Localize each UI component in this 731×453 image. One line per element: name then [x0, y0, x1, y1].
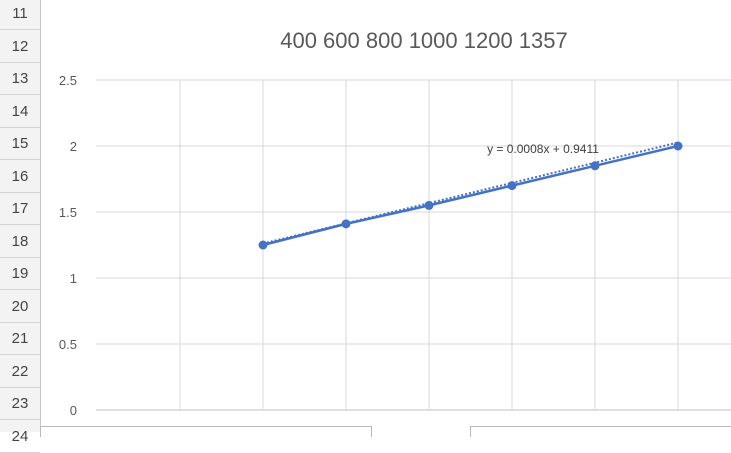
- series-line: [262, 144, 679, 247]
- row-header-22[interactable]: 22: [0, 356, 40, 388]
- gridlines: [96, 79, 731, 411]
- y-tick-label: 2.5: [59, 73, 77, 88]
- row-header-17[interactable]: 17: [0, 193, 40, 225]
- data-point: [673, 141, 683, 151]
- row-header-14[interactable]: 14: [0, 96, 40, 128]
- row-header-19[interactable]: 19: [0, 258, 40, 290]
- data-point: [507, 181, 517, 191]
- series-layer: [258, 141, 683, 250]
- row-header-24[interactable]: 24: [0, 421, 40, 453]
- row-header-23[interactable]: 23: [0, 388, 40, 420]
- data-point: [341, 219, 351, 229]
- row-header-18[interactable]: 18: [0, 226, 40, 258]
- row-header-20[interactable]: 20: [0, 291, 40, 323]
- row-header-column: 11 12 13 14 15 16 17 18 19 20 21 22 23 24: [0, 0, 41, 453]
- data-point: [424, 200, 434, 210]
- trendline: [262, 141, 679, 245]
- y-tick-label: 2: [70, 139, 77, 154]
- row-header-16[interactable]: 16: [0, 161, 40, 193]
- row-header-12[interactable]: 12: [0, 31, 40, 63]
- trendline-equation: y = 0.0008x + 0.9411: [487, 142, 599, 156]
- y-tick-label: 0.5: [59, 337, 77, 352]
- row-header-21[interactable]: 21: [0, 323, 40, 355]
- chart-title: 400 600 800 1000 1200 1357: [280, 28, 568, 53]
- y-tick-label: 0: [70, 403, 77, 418]
- row-header-15[interactable]: 15: [0, 128, 40, 160]
- chart-svg: 400 600 800 1000 1200 1357 00.511.522.5 …: [59, 28, 731, 418]
- data-point: [590, 161, 600, 171]
- row-header-11[interactable]: 11: [0, 0, 40, 30]
- data-point: [258, 240, 268, 250]
- y-tick-label: 1: [70, 271, 77, 286]
- y-tick-label: 1.5: [59, 205, 77, 220]
- row-header-13[interactable]: 13: [0, 63, 40, 95]
- y-axis-ticks: 0 0.5 1 1.5 2 2.5: [59, 73, 77, 418]
- chart-area[interactable]: 400 600 800 1000 1200 1357 0 0.5 1 1.5 2 2.5 …: [41, 0, 731, 432]
